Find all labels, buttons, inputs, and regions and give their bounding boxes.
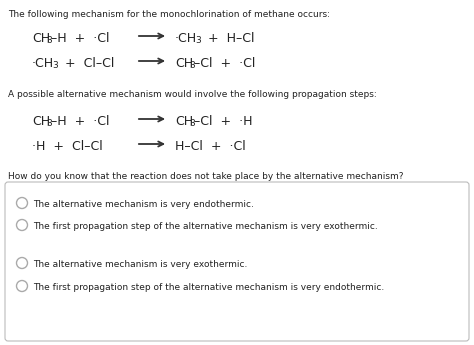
- Text: 3: 3: [46, 119, 52, 128]
- Text: CH: CH: [32, 32, 50, 45]
- Text: –Cl  +  ·H: –Cl + ·H: [194, 115, 253, 128]
- Text: H–Cl  +  ·Cl: H–Cl + ·Cl: [175, 140, 246, 153]
- Text: CH: CH: [175, 115, 193, 128]
- Text: How do you know that the reaction does not take place by the alternative mechani: How do you know that the reaction does n…: [8, 172, 403, 181]
- Text: 3: 3: [189, 119, 195, 128]
- Text: The first propagation step of the alternative mechanism is very exothermic.: The first propagation step of the altern…: [33, 222, 378, 231]
- Text: 3: 3: [189, 61, 195, 70]
- Text: 3: 3: [52, 61, 58, 70]
- Text: A possible alternative mechanism would involve the following propagation steps:: A possible alternative mechanism would i…: [8, 90, 377, 99]
- Text: ·CH: ·CH: [32, 57, 54, 70]
- Text: +  Cl–Cl: + Cl–Cl: [57, 57, 114, 70]
- Text: 3: 3: [195, 36, 201, 45]
- Text: The alternative mechanism is very exothermic.: The alternative mechanism is very exothe…: [33, 260, 247, 269]
- Text: The following mechanism for the monochlorination of methane occurs:: The following mechanism for the monochlo…: [8, 10, 330, 19]
- Text: The alternative mechanism is very endothermic.: The alternative mechanism is very endoth…: [33, 200, 254, 209]
- Text: CH: CH: [175, 57, 193, 70]
- Text: ·H  +  Cl–Cl: ·H + Cl–Cl: [32, 140, 103, 153]
- Text: ·CH: ·CH: [175, 32, 197, 45]
- FancyBboxPatch shape: [5, 182, 469, 341]
- Text: +  H–Cl: + H–Cl: [200, 32, 255, 45]
- Text: 3: 3: [46, 36, 52, 45]
- Text: CH: CH: [32, 115, 50, 128]
- Text: –H  +  ·Cl: –H + ·Cl: [51, 32, 109, 45]
- Text: The first propagation step of the alternative mechanism is very endothermic.: The first propagation step of the altern…: [33, 283, 384, 292]
- Text: –H  +  ·Cl: –H + ·Cl: [51, 115, 109, 128]
- Text: –Cl  +  ·Cl: –Cl + ·Cl: [194, 57, 255, 70]
